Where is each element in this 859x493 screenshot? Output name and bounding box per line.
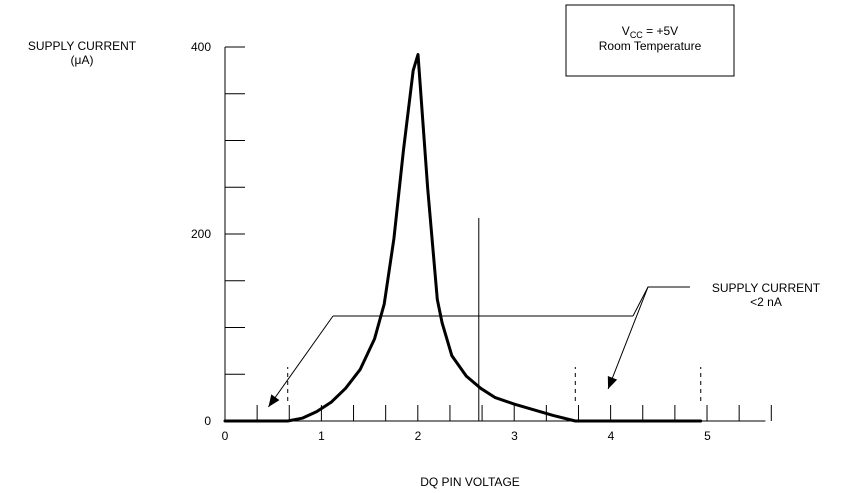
- data-point: [417, 53, 419, 56]
- axes: 0 1 2 3 4 5 0 200 400: [191, 40, 772, 443]
- y-tick-label: 0: [204, 414, 211, 428]
- legend-room-temp: Room Temperature: [599, 39, 702, 53]
- x-tick-label: 3: [511, 429, 518, 443]
- series-line: [223, 53, 703, 423]
- data-point: [552, 414, 554, 417]
- data-point: [344, 387, 347, 390]
- x-tick-label: 2: [415, 429, 422, 443]
- data-point: [330, 401, 332, 404]
- x-tick-label: 5: [704, 429, 711, 443]
- legend-vcc: VCC = +5V: [622, 24, 678, 40]
- data-point: [450, 354, 453, 357]
- data-point: [315, 410, 318, 413]
- y-axis-label-line2: (μA): [71, 53, 94, 67]
- supply-current-curve: [223, 53, 703, 423]
- data-point: [402, 149, 405, 151]
- x-axis-label: DQ PIN VOLTAGE: [420, 475, 520, 489]
- y-tick-label: 400: [191, 40, 211, 54]
- data-point: [383, 303, 386, 305]
- data-point: [373, 337, 376, 340]
- vertical-markers: [287, 218, 702, 421]
- data-point: [224, 420, 226, 422]
- data-point: [436, 298, 439, 301]
- data-point: [533, 408, 535, 411]
- data-point: [574, 420, 577, 422]
- data-point: [465, 375, 468, 377]
- data-point: [513, 403, 516, 405]
- data-point: [393, 237, 395, 240]
- y-axis-label-line1: SUPPLY CURRENT: [28, 39, 137, 53]
- annotation-arrow-right: [607, 286, 649, 390]
- y-tick-label: 200: [191, 227, 211, 241]
- data-point: [286, 420, 289, 422]
- data-point: [494, 396, 497, 399]
- data-point: [699, 420, 702, 422]
- data-point: [301, 417, 304, 419]
- data-point: [359, 368, 361, 371]
- x-tick-label: 4: [608, 429, 615, 443]
- legend-box: VCC = +5V Room Temperature: [565, 4, 735, 77]
- data-point: [479, 387, 482, 390]
- data-point: [441, 322, 443, 324]
- x-tick-label: 1: [318, 429, 325, 443]
- annotation-arrow-left: [268, 315, 334, 408]
- x-tick-label: 0: [222, 429, 229, 443]
- data-point: [412, 69, 414, 72]
- annotation-leader: [632, 286, 690, 317]
- annotation-arrow-right-head: [607, 376, 618, 389]
- annotation-arrow-left-head: [268, 394, 280, 407]
- annotation-label-line1: SUPPLY CURRENT: [712, 281, 821, 295]
- annotation-arrows: [268, 286, 690, 408]
- data-point: [426, 186, 429, 189]
- annotation-label-line2: <2 nA: [750, 295, 782, 309]
